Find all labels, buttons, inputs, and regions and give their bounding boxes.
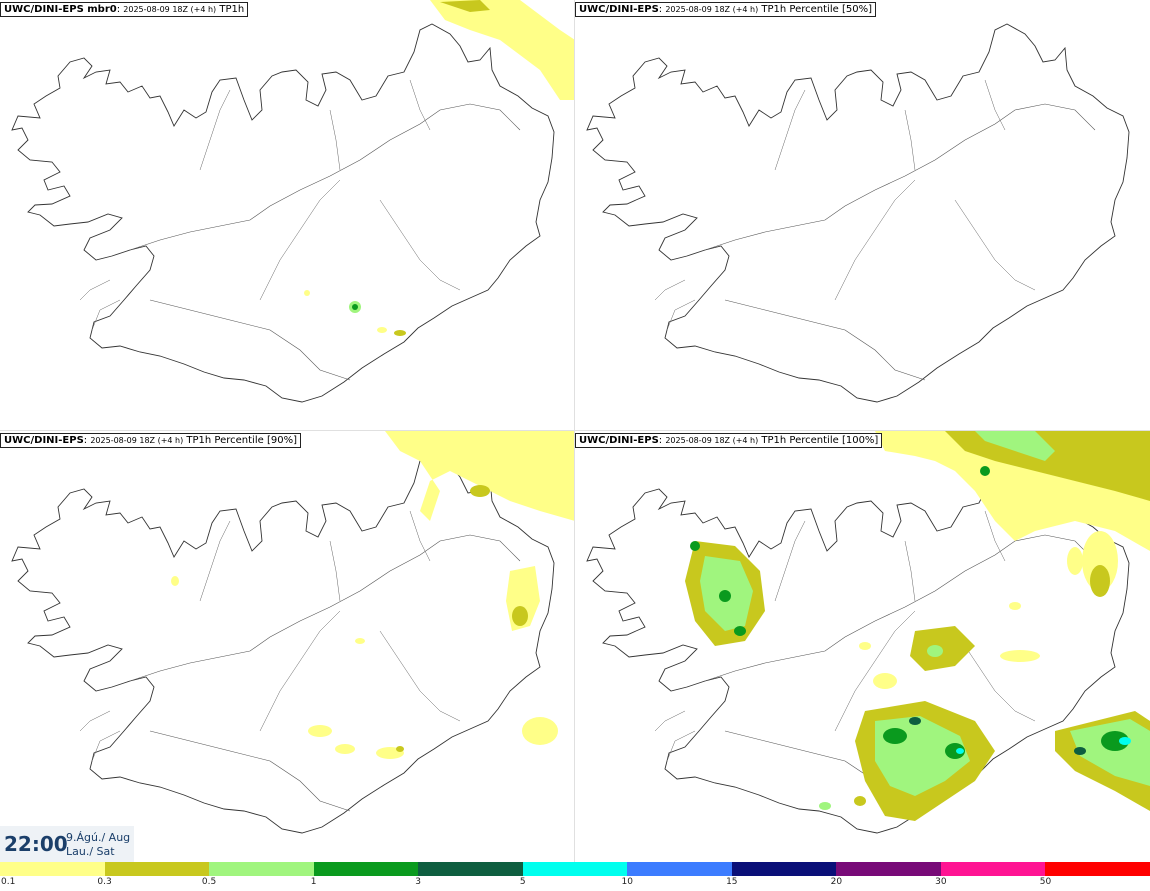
colorbar-segment — [1045, 862, 1150, 876]
model-name: UWC/DINI-EPS — [579, 4, 659, 15]
precip-area — [1070, 719, 1150, 786]
precip-area — [945, 743, 965, 759]
colorbar-tick-label: 3 — [415, 877, 422, 887]
precip-area — [171, 576, 179, 586]
precip-area — [512, 606, 528, 626]
map-panel-mbr0: UWC/DINI-EPS mbr0: 2025-08-09 18Z (+4 h)… — [0, 0, 575, 430]
precip-area — [927, 645, 943, 657]
model-name: UWC/DINI-EPS — [579, 435, 659, 446]
precip-area — [355, 638, 365, 644]
run-time: 2025-08-09 18Z (+4 h) — [123, 5, 217, 14]
field-name: TP1h Percentile [50%] — [761, 4, 872, 15]
colorbar-segment — [0, 862, 105, 876]
panel-title: UWC/DINI-EPS: 2025-08-09 18Z (+4 h) TP1h… — [0, 433, 301, 448]
colorbar-tick-label: 20 — [830, 877, 843, 887]
run-time: 2025-08-09 18Z (+4 h) — [665, 5, 759, 14]
colorbar-segment — [627, 862, 732, 876]
precip-area — [883, 728, 907, 744]
colorbar-segment — [522, 862, 628, 876]
colorbar-tick-label: 30 — [935, 877, 947, 887]
precip-area — [385, 431, 575, 521]
valid-date: 9.Ágú./ Aug — [66, 831, 131, 844]
precip-area — [430, 0, 575, 100]
precip-area — [719, 590, 731, 602]
colorbar-segment — [209, 862, 314, 876]
precip-area — [854, 796, 866, 806]
colorbar-segment — [418, 862, 523, 876]
precip-area — [308, 725, 332, 737]
colorbar-segment — [940, 862, 1046, 876]
precip-area — [1101, 731, 1129, 751]
precip-area — [734, 626, 746, 636]
colorbar-tick-label: 50 — [1039, 877, 1052, 887]
precip-area — [335, 744, 355, 754]
colorbar-segment — [731, 862, 837, 876]
precip-area — [1009, 602, 1021, 610]
valid-time-box: 22:00 9.Ágú./ Aug Lau./ Sat — [0, 826, 134, 862]
panel-title: UWC/DINI-EPS: 2025-08-09 18Z (+4 h) TP1h… — [575, 2, 876, 17]
precip-area — [945, 431, 1150, 501]
panel-title: UWC/DINI-EPS mbr0: 2025-08-09 18Z (+4 h)… — [0, 2, 249, 17]
colorbar-tick-label: 0.3 — [97, 877, 112, 887]
precip-area — [910, 626, 975, 671]
colorbar-tick-label: 1 — [310, 877, 317, 887]
map-panel-p50: UWC/DINI-EPS: 2025-08-09 18Z (+4 h) TP1h… — [575, 0, 1150, 430]
precip-area — [304, 290, 310, 296]
field-name: TP1h Percentile [100%] — [761, 435, 879, 446]
colorbar-tick-label: 15 — [726, 877, 738, 887]
precip-area — [859, 642, 871, 650]
run-time: 2025-08-09 18Z (+4 h) — [665, 436, 759, 445]
precip-area — [1090, 565, 1110, 597]
precip-area — [440, 0, 490, 12]
precip-area — [975, 431, 1055, 461]
colorbar-tick-label: 0.5 — [201, 877, 217, 887]
precip-area — [873, 673, 897, 689]
precip-area — [956, 748, 964, 754]
map-panel-p90: UWC/DINI-EPS: 2025-08-09 18Z (+4 h) TP1h… — [0, 431, 575, 861]
precip-area — [980, 466, 990, 476]
colorbar-tick-label: 0.1 — [1, 877, 16, 887]
colorbar — [0, 862, 1150, 876]
precip-area — [1074, 747, 1086, 755]
field-name: TP1h Percentile [90%] — [186, 435, 297, 446]
precip-area — [396, 746, 404, 752]
precip-area — [377, 327, 387, 333]
panel-divider — [574, 0, 575, 862]
map-canvas — [11, 0, 575, 403]
precip-area — [909, 717, 921, 725]
colorbar-segment — [104, 862, 210, 876]
panel-divider — [0, 430, 1150, 431]
colorbar-segment — [313, 862, 419, 876]
precip-area — [690, 541, 700, 551]
precip-area — [522, 717, 558, 745]
precip-area — [1000, 650, 1040, 662]
precip-area — [1119, 737, 1131, 745]
valid-day: Lau./ Sat — [66, 845, 115, 858]
precip-area — [352, 304, 358, 310]
colorbar-segment — [836, 862, 941, 876]
field-name: TP1h — [219, 4, 245, 15]
valid-time: 22:00 — [4, 832, 68, 856]
map-canvas — [11, 431, 575, 834]
precip-area — [819, 802, 831, 810]
colorbar-labels: 0.1 0.3 0.5 1 3 5 10 15 20 30 50 — [0, 877, 1150, 891]
precip-area — [470, 485, 490, 497]
run-time: 2025-08-09 18Z (+4 h) — [90, 436, 184, 445]
panel-title: UWC/DINI-EPS: 2025-08-09 18Z (+4 h) TP1h… — [575, 433, 883, 448]
precip-area — [394, 330, 406, 336]
map-panel-p100: UWC/DINI-EPS: 2025-08-09 18Z (+4 h) TP1h… — [575, 431, 1150, 861]
precip-area — [1067, 547, 1083, 575]
colorbar-tick-label: 5 — [519, 877, 526, 887]
model-name: UWC/DINI-EPS — [4, 435, 84, 446]
model-name: UWC/DINI-EPS mbr0 — [4, 4, 117, 15]
map-canvas — [586, 23, 1130, 403]
colorbar-tick-label: 10 — [621, 877, 633, 887]
map-canvas — [586, 431, 1150, 834]
